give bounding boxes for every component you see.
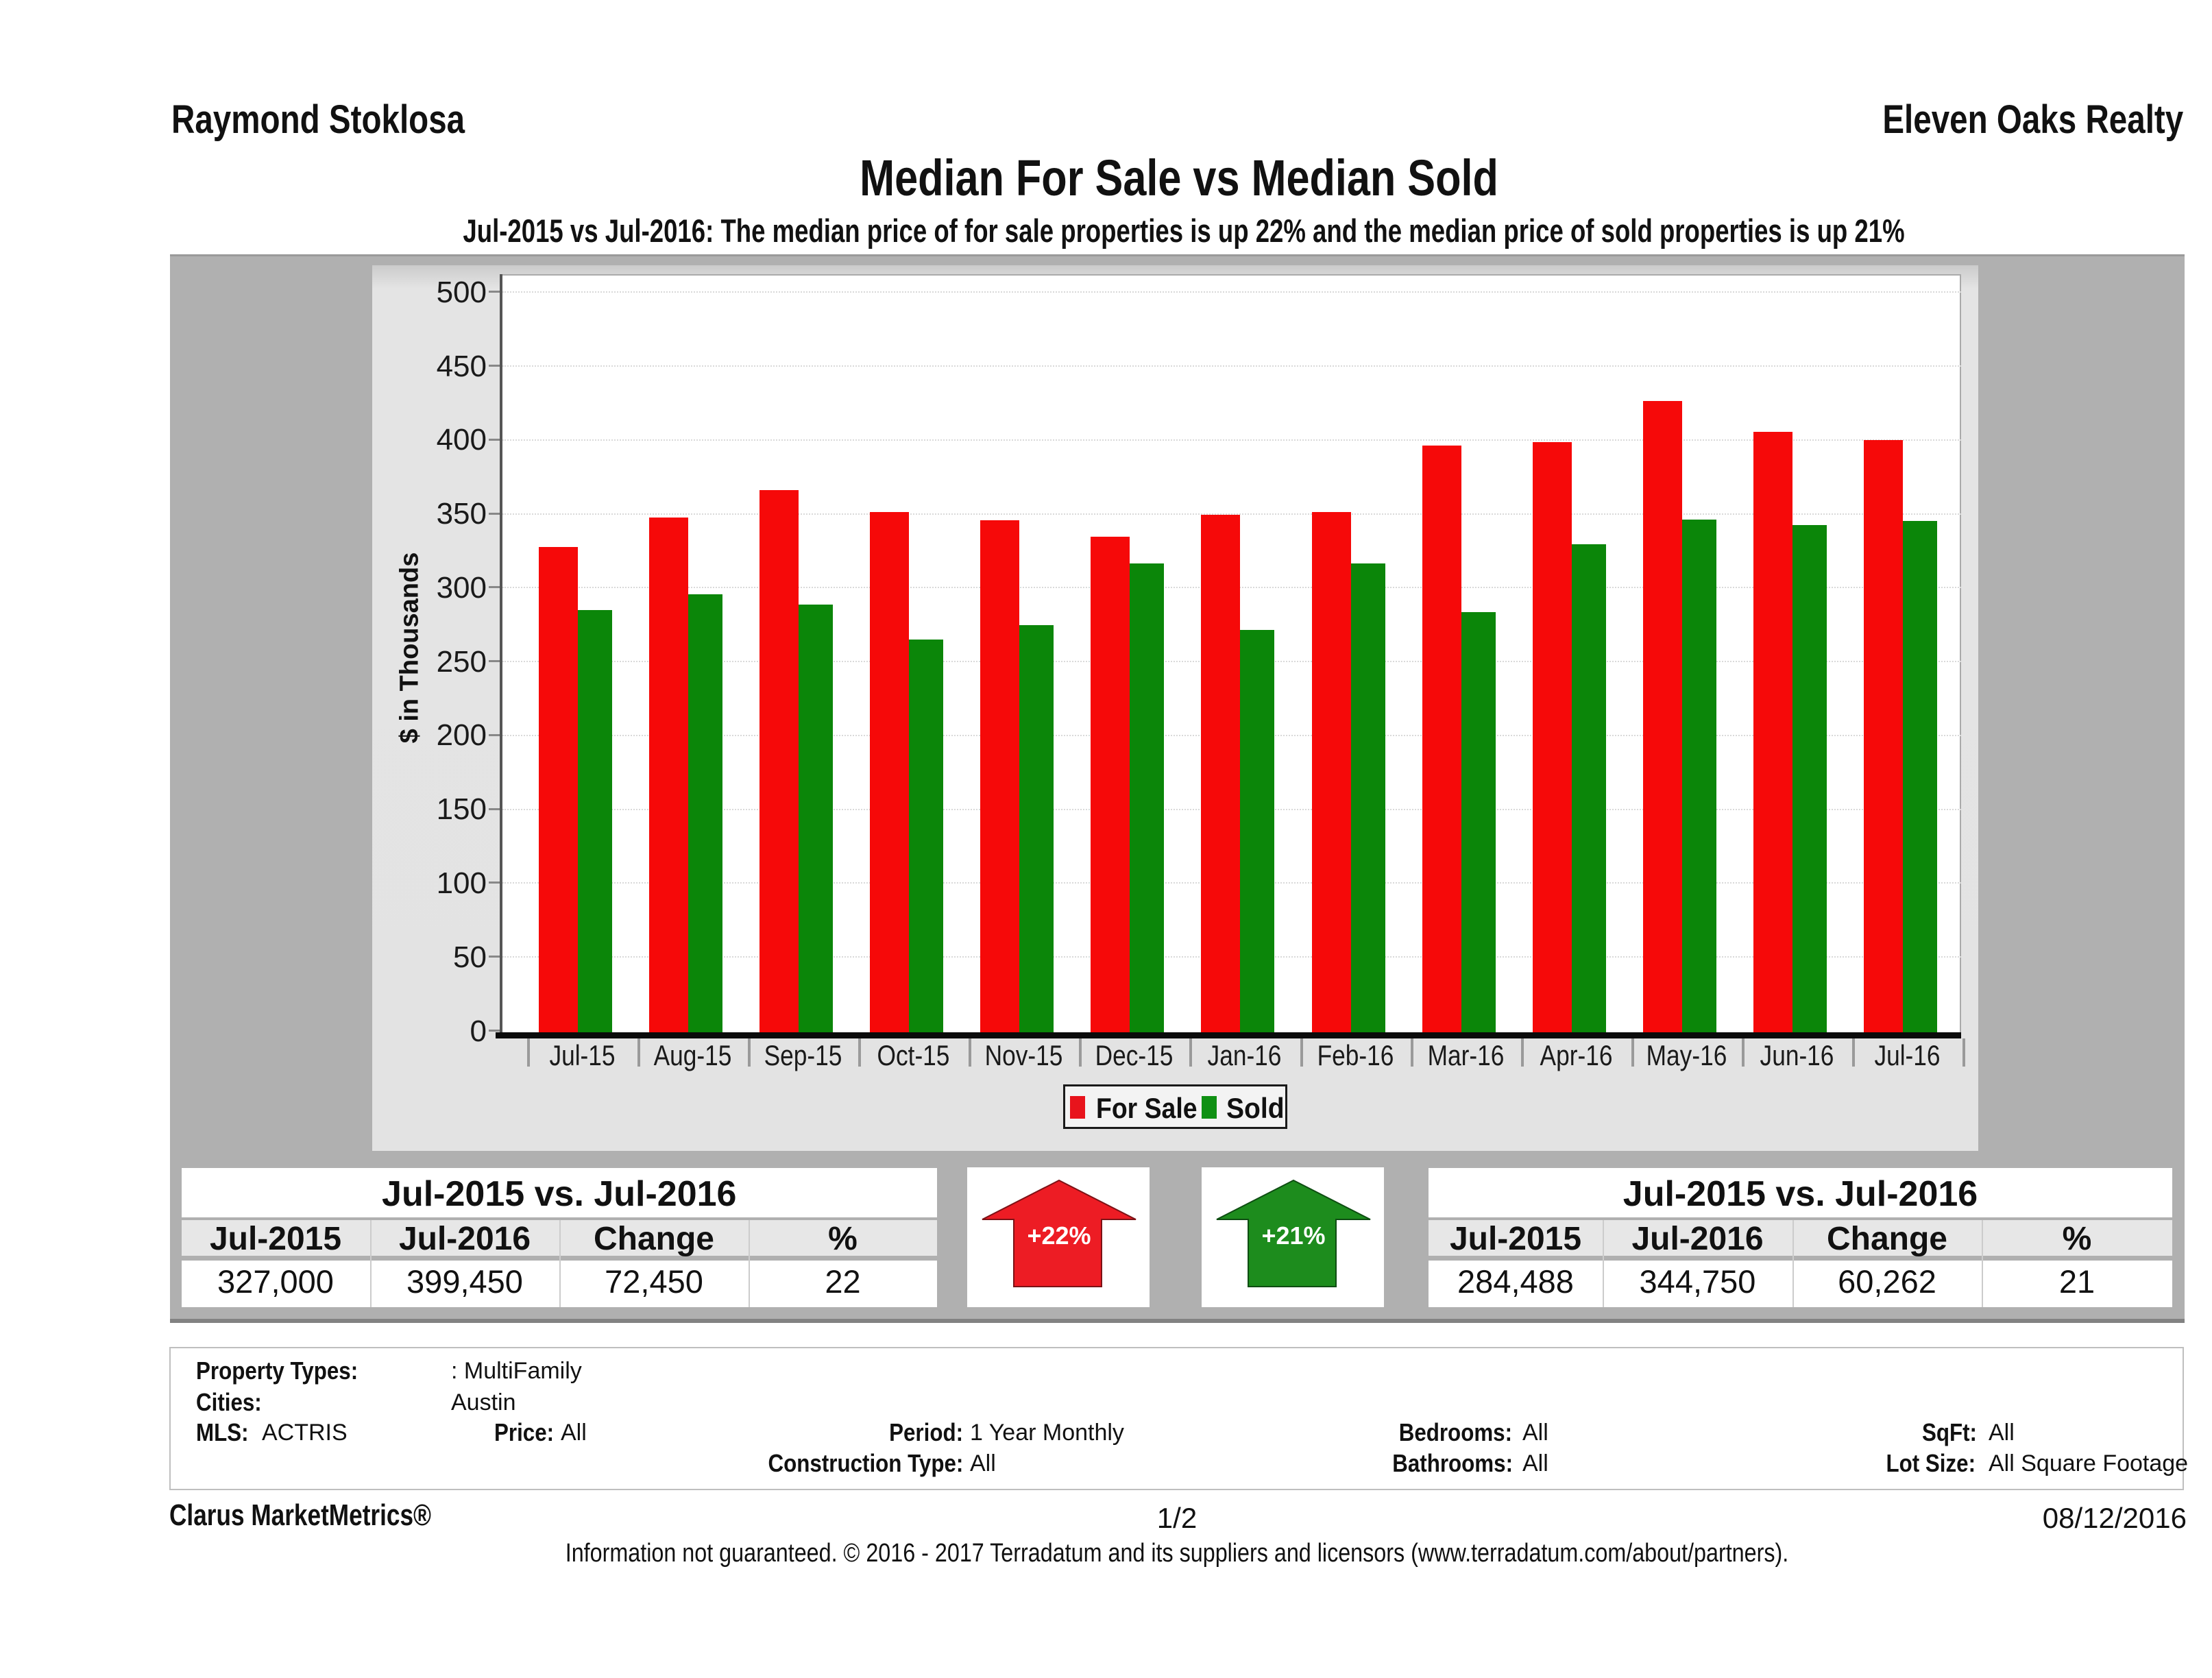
svg-text:+21%: +21%	[1261, 1221, 1325, 1250]
svg-text:+22%: +22%	[1027, 1221, 1091, 1250]
